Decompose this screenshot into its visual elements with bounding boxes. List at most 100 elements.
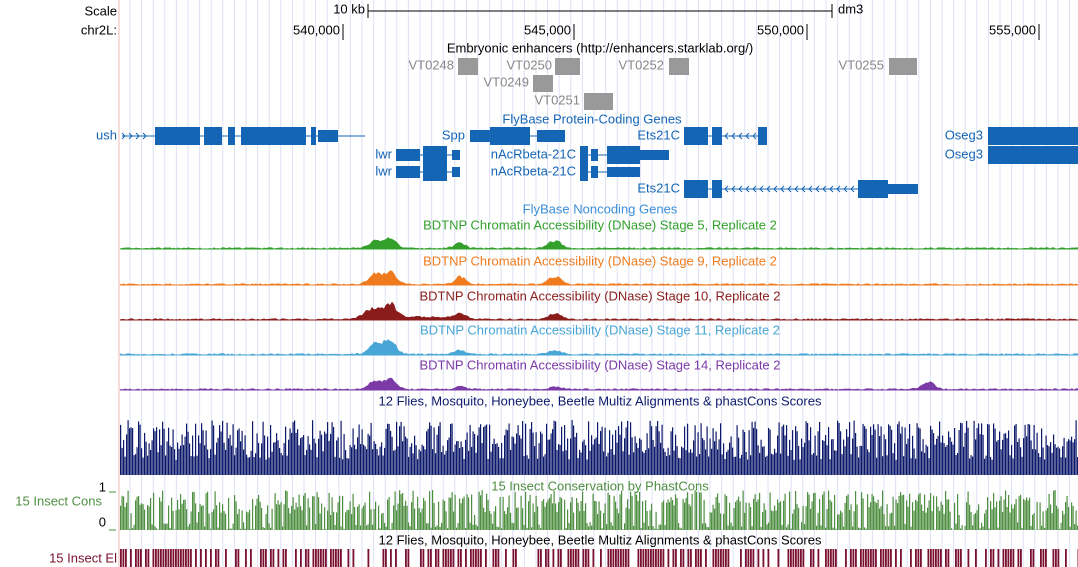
phastcons-bar xyxy=(249,509,251,530)
phastcons-bar xyxy=(175,510,177,530)
phastcons-bar xyxy=(858,527,860,530)
element xyxy=(717,549,720,567)
phastcons-bar xyxy=(861,492,863,530)
phastcons-bar xyxy=(1075,510,1077,530)
conservation-bar xyxy=(249,457,251,475)
conservation-bar xyxy=(279,447,281,475)
chrom-label: chr2L: xyxy=(81,22,117,37)
conservation-bar xyxy=(939,421,941,475)
phastcons-bar xyxy=(198,512,200,530)
conservation-bar xyxy=(1045,435,1047,475)
phastcons-bar xyxy=(318,497,320,530)
phastcons-bar xyxy=(837,514,839,530)
phastcons-bar xyxy=(123,496,125,530)
phastcons-bar xyxy=(700,492,702,530)
conservation-bar xyxy=(537,458,539,475)
phastcons-bar xyxy=(907,506,909,530)
phastcons-bar xyxy=(531,527,533,530)
phastcons-bar xyxy=(600,510,602,530)
phastcons-bar xyxy=(790,528,792,530)
conservation-bar xyxy=(651,426,653,475)
phastcons-bar xyxy=(523,524,525,530)
phastcons-bar xyxy=(1062,510,1064,530)
element xyxy=(920,549,922,567)
conservation-bar xyxy=(174,449,176,475)
conservation-bar xyxy=(231,445,233,475)
conservation-bar xyxy=(228,438,230,475)
phastcons-bar xyxy=(448,497,450,530)
conservation-bar xyxy=(907,438,909,475)
phastcons-bar xyxy=(178,509,180,530)
conservation-bar xyxy=(373,441,375,475)
conservation-bar xyxy=(126,434,128,475)
phastcons-bar xyxy=(417,496,419,530)
phastcons-bar xyxy=(409,526,411,530)
track-title: BDTNP Chromatin Accessibility (DNase) St… xyxy=(423,217,777,232)
phastcons-bar xyxy=(855,491,857,530)
conservation-bar xyxy=(877,424,879,475)
phastcons-bar xyxy=(421,508,423,530)
phastcons-bar xyxy=(667,499,669,530)
phastcons-bar xyxy=(793,509,795,530)
conservation-bar xyxy=(570,438,572,475)
conservation-bar xyxy=(709,438,711,475)
phastcons-bar xyxy=(1000,496,1002,530)
conservation-bar xyxy=(565,450,567,475)
element xyxy=(1045,549,1047,567)
phastcons-bar xyxy=(235,501,237,530)
phastcons-bar xyxy=(828,490,830,530)
conservation-bar xyxy=(942,435,944,475)
conservation-bar xyxy=(691,452,693,475)
conservation-bar xyxy=(426,431,428,475)
conservation-bar xyxy=(409,446,411,475)
conservation-bar xyxy=(999,431,1001,475)
phastcons-bar xyxy=(924,494,926,530)
phastcons-bar xyxy=(795,491,797,530)
phastcons-bar xyxy=(931,511,933,530)
phastcons-bar xyxy=(426,523,428,530)
element xyxy=(390,549,392,567)
element xyxy=(675,549,677,567)
signal xyxy=(119,301,1078,321)
phastcons-bar xyxy=(351,514,353,530)
exon xyxy=(311,127,316,145)
element xyxy=(1005,549,1007,567)
exon xyxy=(423,146,447,164)
conservation-bar xyxy=(1044,459,1046,475)
conservation-bar xyxy=(931,429,933,475)
phastcons-bar xyxy=(774,505,776,530)
conservation-bar xyxy=(556,450,558,475)
phastcons-bar xyxy=(453,511,455,530)
phastcons-bar xyxy=(958,514,960,530)
phastcons-bar xyxy=(508,495,510,530)
conservation-bar xyxy=(765,456,767,475)
phastcons-bar xyxy=(346,509,348,530)
conservation-bar xyxy=(897,424,899,475)
element xyxy=(682,549,685,567)
conservation-bar xyxy=(607,452,609,475)
conservation-bar xyxy=(622,451,624,475)
conservation-bar xyxy=(1071,436,1073,475)
phastcons-bar xyxy=(313,496,315,530)
gene-label: lwr xyxy=(375,163,392,178)
phastcons-bar xyxy=(778,502,780,530)
phastcons-bar xyxy=(394,491,396,530)
strand-arrow xyxy=(752,185,757,193)
element xyxy=(917,549,920,567)
conservation-bar xyxy=(979,434,981,475)
strand-arrow xyxy=(738,185,743,193)
phastcons-bar xyxy=(753,498,755,530)
phastcons-bar xyxy=(627,499,629,530)
phastcons-bar xyxy=(510,512,512,530)
conservation-bar xyxy=(172,429,174,475)
phastcons-bar xyxy=(469,522,471,530)
conservation-bar xyxy=(1053,434,1055,475)
phastcons-bar xyxy=(949,511,951,530)
phastcons-bar xyxy=(763,503,765,530)
phastcons-bar xyxy=(625,507,627,530)
conservation-bar xyxy=(330,433,332,475)
phastcons-bar xyxy=(268,523,270,530)
conservation-bar xyxy=(477,435,479,475)
phastcons-bar xyxy=(754,494,756,530)
conservation-bar xyxy=(375,443,377,475)
